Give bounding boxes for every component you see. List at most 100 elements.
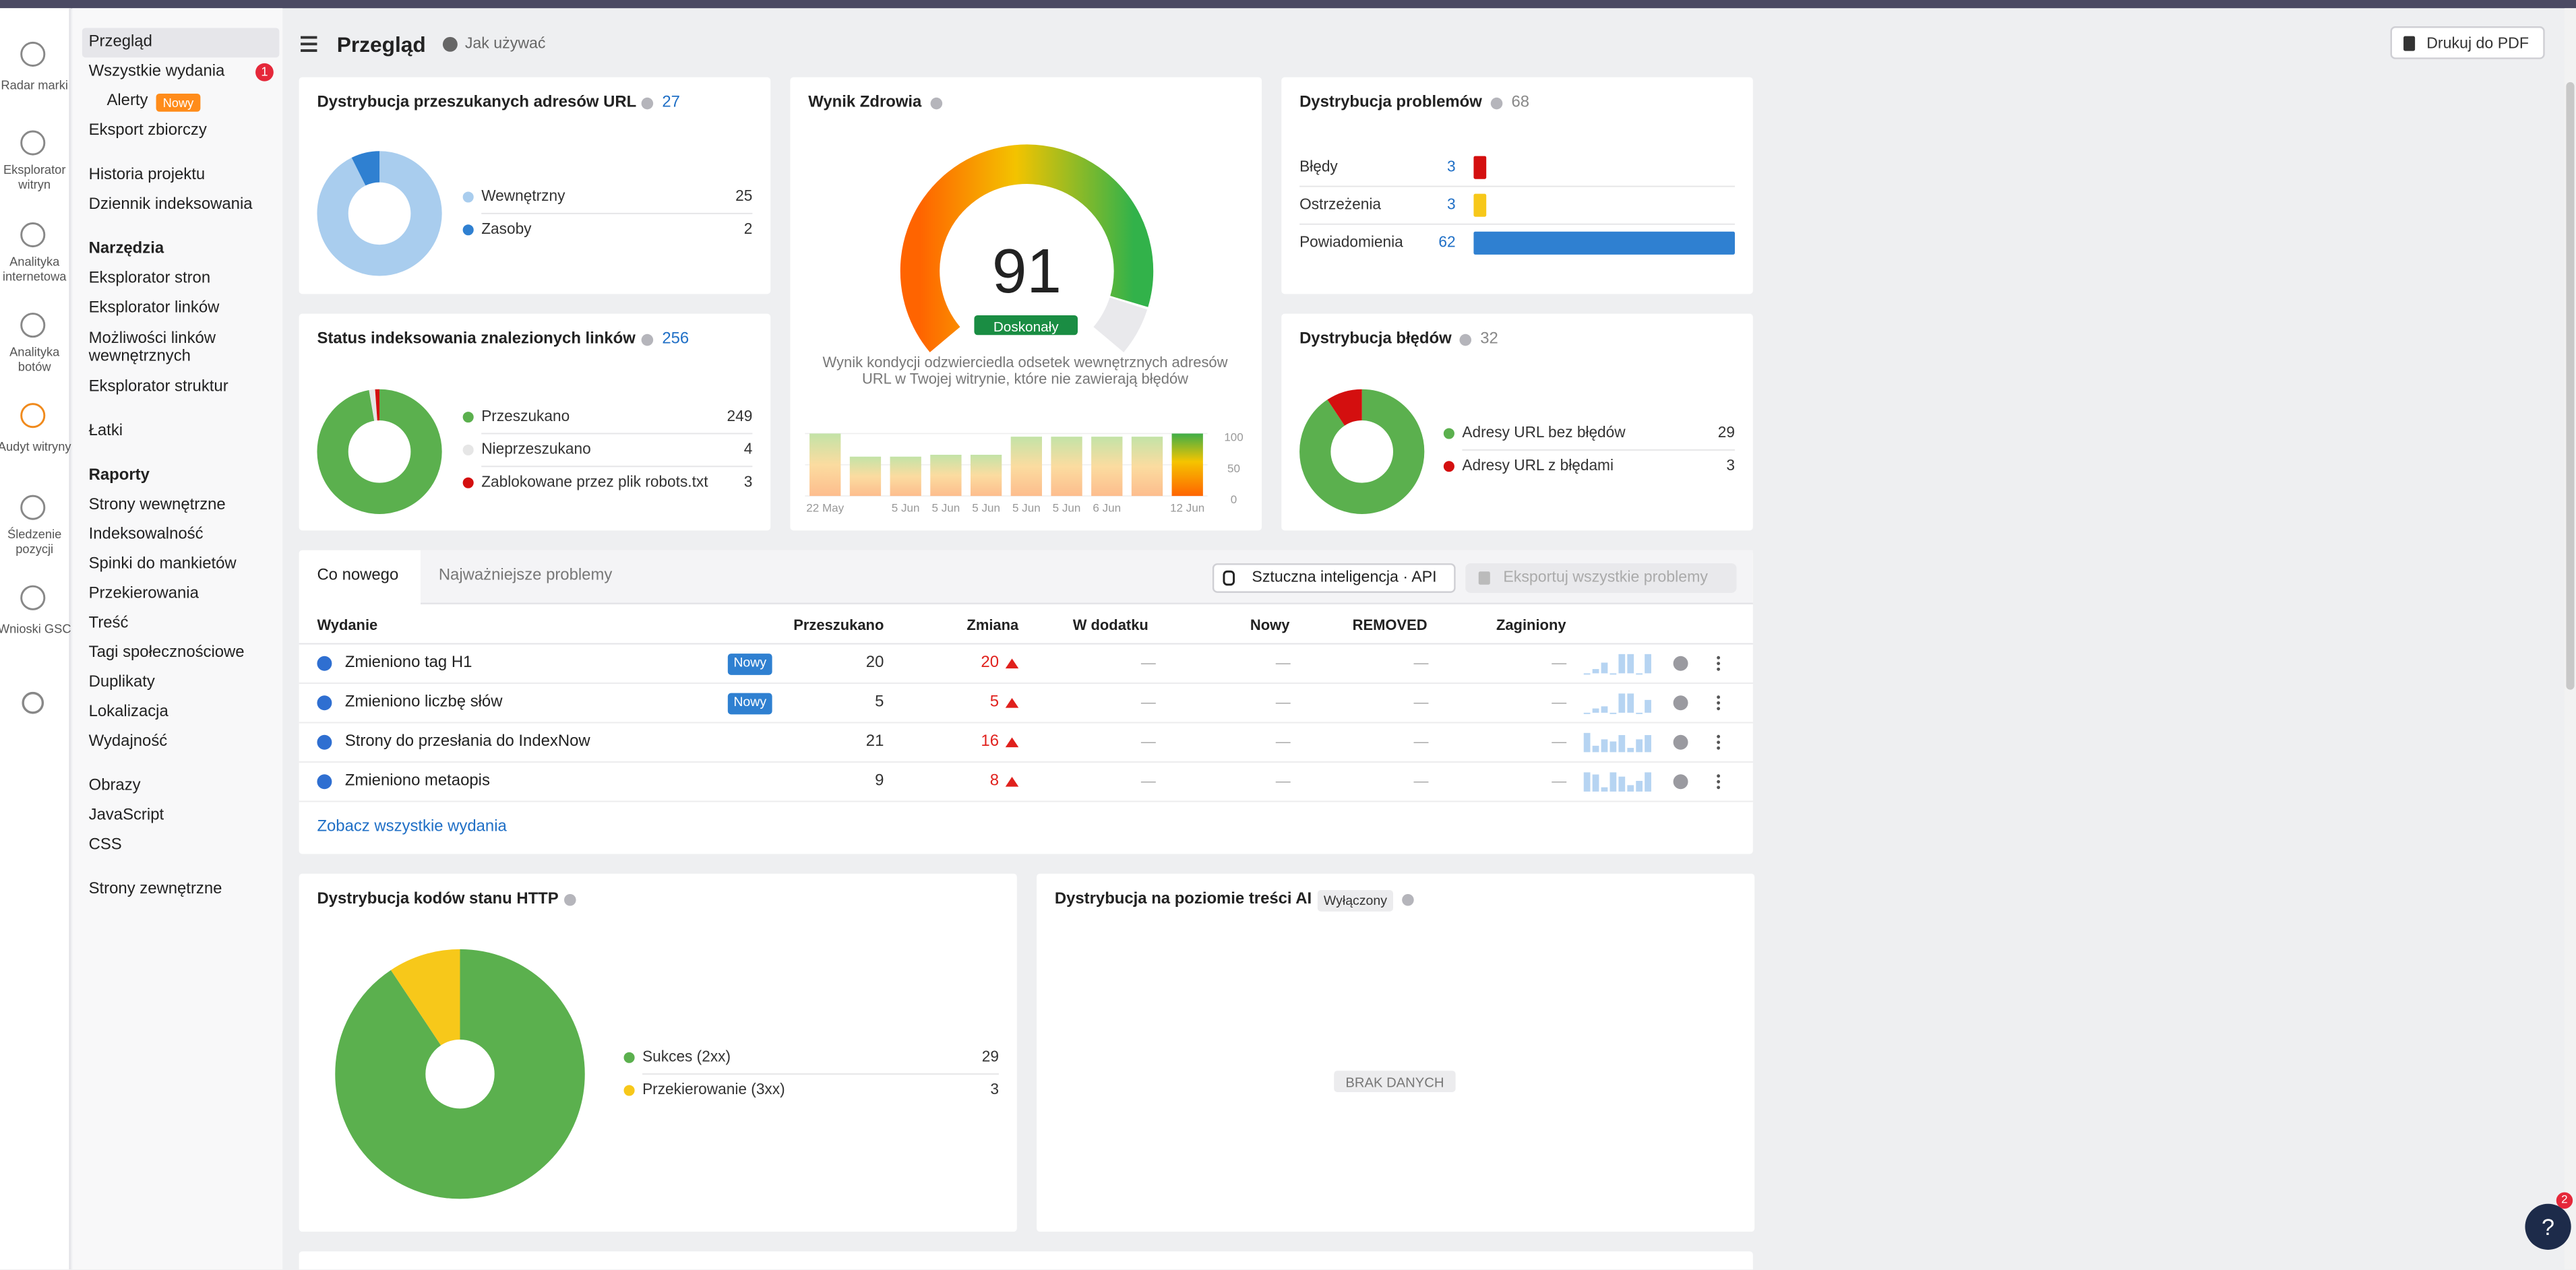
more-dot [1717, 734, 1721, 738]
nav-heading: Raporty [88, 466, 150, 485]
release-name[interactable]: Strony do przesłania do IndexNow [344, 732, 590, 751]
card-total: 32 [1480, 330, 1498, 348]
trend-bar [1645, 735, 1651, 753]
trend-bar [1645, 772, 1651, 792]
new-badge-label: Nowy [733, 655, 767, 670]
trend-bar [1583, 772, 1591, 792]
nav-active [82, 28, 280, 58]
nav-item[interactable]: Historia projektu [88, 166, 206, 185]
more-dot [1717, 740, 1721, 744]
help-icon [1459, 334, 1472, 346]
nav-item[interactable]: Spinki do mankietów [88, 555, 237, 573]
column-header: Nowy [1250, 616, 1290, 633]
dash: — [1275, 733, 1291, 750]
trend-bar [1583, 712, 1591, 714]
tool-label[interactable]: Audyt witryny [0, 439, 71, 454]
nav-item[interactable]: Łatki [88, 422, 123, 441]
nav-item[interactable]: Przegląd [88, 32, 152, 51]
nav-item[interactable]: Przekierowania [88, 584, 199, 603]
nav-item[interactable]: Tagi społecznościowe [88, 643, 245, 662]
nav-item[interactable]: Wszystkie wydania [88, 62, 225, 81]
legend-label: Adresy URL bez błędów [1462, 424, 1626, 441]
more-dot [1717, 656, 1721, 660]
legend-swatch [623, 1052, 635, 1063]
nav-heading: Narzędzia [88, 240, 164, 258]
nav-item[interactable]: Eksplorator stron [88, 269, 211, 288]
legend-value: 3 [1726, 457, 1735, 474]
history-bar [1051, 437, 1082, 497]
x-tick-label: 6 Jun [1093, 503, 1122, 515]
empty-state: BRAK DANYCH [1345, 1073, 1444, 1089]
trend-bar [1618, 693, 1626, 713]
tab[interactable]: Co nowego [317, 567, 399, 585]
y-tick-label: 50 [1227, 464, 1241, 476]
problem-label: Błędy [1299, 158, 1338, 175]
dash: — [1413, 693, 1429, 711]
pdf-icon [2403, 36, 2416, 51]
dash: — [1275, 654, 1291, 671]
card-problems [1281, 77, 1753, 294]
nav-item[interactable]: Alerty [106, 92, 148, 110]
nav-item[interactable]: Lokalizacja [88, 703, 168, 722]
print-button[interactable] [2390, 26, 2545, 59]
y-tick-label: 0 [1230, 495, 1237, 507]
nav-item[interactable]: Dziennik indeksowania [88, 195, 253, 214]
nav-item[interactable]: Duplikaty [88, 673, 155, 692]
health-rating: Doskonały [993, 317, 1059, 334]
export-button-label[interactable]: Eksportuj wszystkie problemy [1503, 568, 1709, 587]
problem-bar [1473, 231, 1735, 255]
help-icon [1673, 656, 1688, 671]
column-header: Zaginiony [1496, 616, 1566, 633]
donut-segment [317, 151, 442, 276]
release-name[interactable]: Zmieniono liczbę słów [344, 693, 503, 711]
nav-item[interactable]: Treść [88, 614, 129, 633]
trend-bar [1609, 741, 1617, 753]
dash: — [1140, 654, 1156, 671]
trend-bar [1592, 745, 1599, 753]
tool-label[interactable]: Analityka botów [9, 344, 60, 374]
export-button[interactable] [1465, 563, 1737, 593]
tool-label[interactable]: Wnioski GSC [0, 621, 71, 637]
change: 20 [981, 654, 999, 672]
help-bubble-label[interactable]: ? [2542, 1213, 2555, 1240]
nav-item[interactable]: CSS [88, 835, 122, 854]
more-dot [1717, 786, 1721, 790]
nav-item[interactable]: Indeksowalność [88, 526, 204, 544]
help-link[interactable]: Jak używać [464, 34, 546, 53]
help-icon [1673, 774, 1688, 790]
nav-item[interactable]: JavaScript [88, 806, 164, 825]
tool-label[interactable]: Eksplorator witryn [3, 162, 66, 191]
release-name[interactable]: Zmieniono tag H1 [344, 654, 472, 672]
see-all-link[interactable]: Zobacz wszystkie wydania [317, 818, 507, 836]
legend-label: Przeszukano [481, 408, 570, 424]
tab[interactable]: Najważniejsze problemy [438, 567, 613, 585]
nav-item[interactable]: Eksplorator struktur [88, 377, 228, 396]
rating-badge [974, 315, 1078, 336]
help-icon [564, 893, 576, 906]
nav-item[interactable]: Wydajność [88, 732, 168, 751]
dash: — [1275, 772, 1291, 790]
history-bar [809, 433, 841, 497]
card-ai-content [1037, 873, 1755, 1232]
nav-item[interactable]: Eksport zbiorczy [88, 121, 207, 140]
print-label[interactable]: Drukuj do PDF [2426, 34, 2529, 53]
x-tick-label: 5 Jun [972, 503, 1000, 515]
nav-item[interactable]: Możliwości linków wewnętrznych [88, 329, 216, 367]
tool-label[interactable]: Śledzenie pozycji [7, 527, 62, 556]
nav-item[interactable]: Obrazy [88, 777, 141, 795]
tool-label[interactable]: Radar marki [1, 77, 68, 93]
problem-bar [1473, 156, 1487, 179]
help-bubble [2525, 1203, 2571, 1250]
nav-item[interactable]: Eksplorator linków [88, 298, 220, 317]
release-name[interactable]: Zmieniono metaopis [344, 771, 490, 790]
nav-item[interactable]: Strony wewnętrzne [88, 496, 226, 515]
ai-button-label[interactable]: Sztuczna inteligencja · API [1252, 568, 1437, 587]
ai-button[interactable] [1212, 563, 1456, 593]
x-tick-label: 5 Jun [891, 503, 920, 515]
tool-icon [20, 130, 46, 156]
tool-label[interactable]: Analityka internetowa [2, 254, 67, 284]
trend-bar [1618, 776, 1626, 792]
nav-item[interactable]: Strony zewnętrzne [88, 880, 222, 899]
trend-bar [1592, 669, 1599, 674]
nav-new-label: Nowy [162, 94, 194, 110]
